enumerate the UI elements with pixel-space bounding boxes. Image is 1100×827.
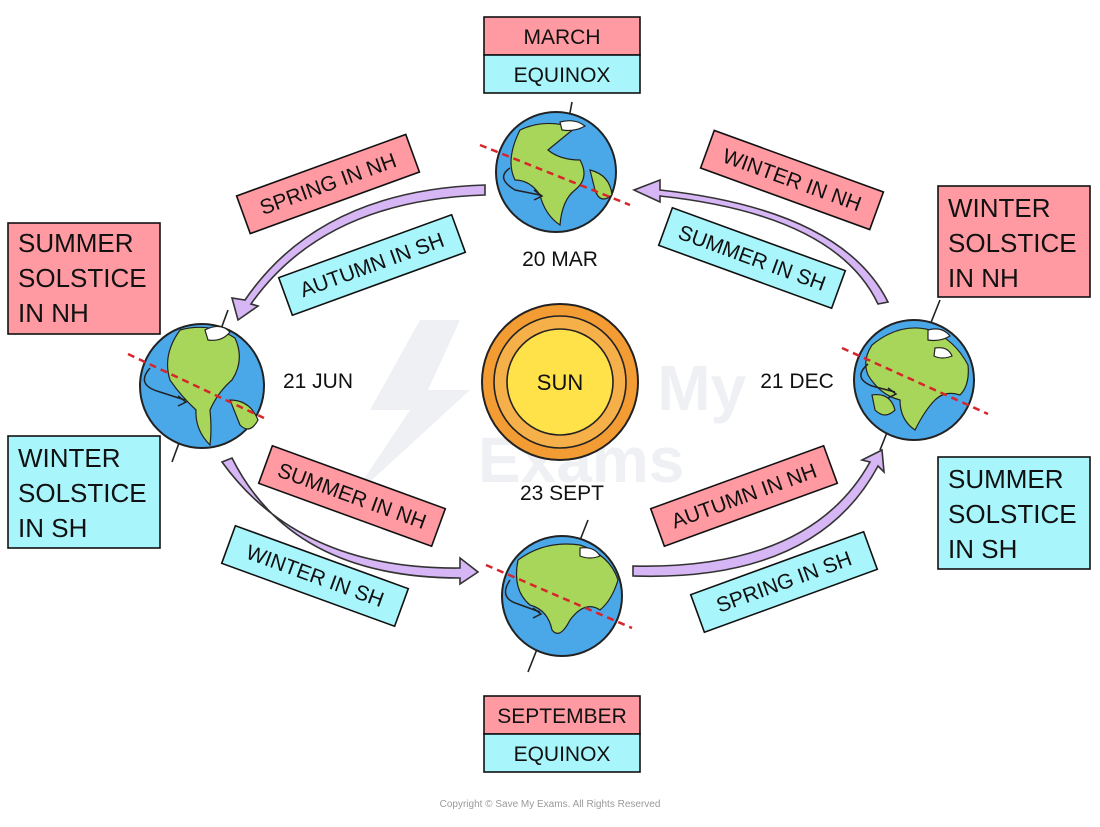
season-summer-nh: SUMMER IN NH	[257, 444, 447, 548]
summer-solstice-sh-line-3: IN SH	[948, 534, 1017, 564]
summer-solstice-sh-line-2: SOLSTICE	[948, 499, 1077, 529]
arrow-jun-to-sep	[220, 456, 480, 586]
summer-solstice-nh-line-2: SOLSTICE	[18, 263, 147, 293]
winter-solstice-nh-line-3: IN NH	[948, 263, 1019, 293]
summer-solstice-sh-line-1: SUMMER	[948, 464, 1064, 494]
september-equinox-header: SEPTEMBER EQUINOX	[483, 695, 641, 773]
earth-march	[479, 101, 631, 233]
watermark-bolt-icon	[350, 320, 470, 500]
arrow-mar-to-jun	[230, 184, 486, 322]
orbit-arrows	[220, 178, 890, 586]
season-summer-sh-top: SUMMER IN SH	[657, 206, 847, 310]
summer-solstice-nh-line-1: SUMMER	[18, 228, 134, 258]
winter-solstice-sh-line-3: IN SH	[18, 513, 87, 543]
winter-solstice-nh-line-1: WINTER	[948, 193, 1051, 223]
earth-september	[485, 519, 633, 673]
date-december: 21 DEC	[760, 370, 834, 393]
winter-solstice-sh-line-1: WINTER	[18, 443, 121, 473]
sun-label: SUN	[537, 370, 583, 395]
winter-solstice-sh-box: WINTER SOLSTICE IN SH	[7, 435, 161, 549]
summer-solstice-nh-box: SUMMER SOLSTICE IN NH	[7, 222, 161, 335]
march-type-label: EQUINOX	[514, 64, 611, 87]
september-month-label: SEPTEMBER	[497, 705, 627, 728]
date-june: 21 JUN	[283, 370, 353, 393]
winter-solstice-nh-box: WINTER SOLSTICE IN NH	[937, 185, 1091, 298]
season-autumn-sh: AUTUMN IN SH	[277, 213, 467, 317]
season-winter-nh: WINTER IN NH	[699, 129, 885, 231]
earth-december	[841, 299, 989, 451]
september-type-label: EQUINOX	[514, 743, 611, 766]
date-september: 23 SEPT	[520, 482, 604, 505]
march-month-label: MARCH	[524, 26, 601, 49]
march-equinox-header: MARCH EQUINOX	[483, 16, 641, 94]
date-march: 20 MAR	[522, 248, 598, 271]
summer-solstice-sh-box: SUMMER SOLSTICE IN SH	[937, 456, 1091, 570]
arrow-dec-to-mar	[631, 178, 890, 305]
winter-solstice-nh-line-2: SOLSTICE	[948, 228, 1077, 258]
arrow-sep-to-dec	[632, 448, 885, 578]
winter-solstice-sh-line-2: SOLSTICE	[18, 478, 147, 508]
summer-solstice-nh-line-3: IN NH	[18, 298, 89, 328]
season-spring-nh: SPRING IN NH	[235, 133, 421, 235]
copyright-text: Copyright © Save My Exams. All Rights Re…	[440, 799, 661, 810]
sun: SUN	[481, 303, 639, 461]
earth-june	[127, 309, 265, 463]
